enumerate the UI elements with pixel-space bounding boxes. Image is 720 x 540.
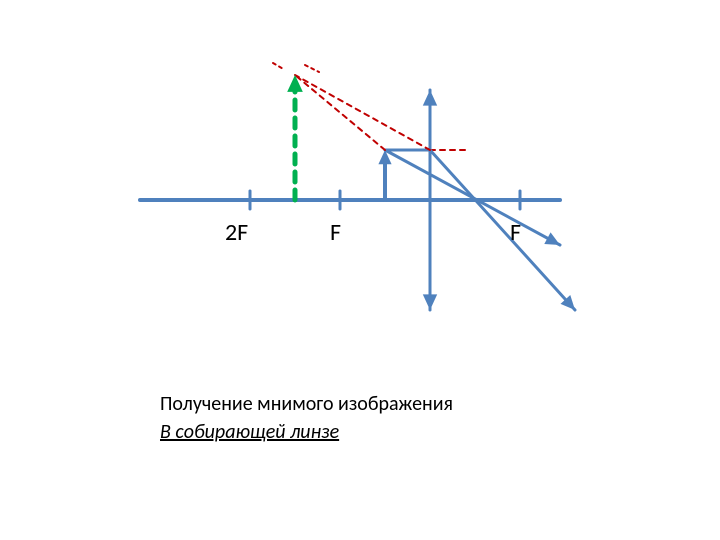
label-2f: 2F	[225, 218, 248, 247]
label-f-right: F	[510, 218, 521, 247]
label-f-left: F	[330, 218, 341, 247]
caption-line1: Получение мнимого изображения	[160, 390, 453, 418]
caption-line2: В собирающей линзе	[160, 418, 453, 446]
optics-diagram	[0, 0, 720, 540]
caption: Получение мнимого изображения В собирающ…	[160, 390, 453, 446]
